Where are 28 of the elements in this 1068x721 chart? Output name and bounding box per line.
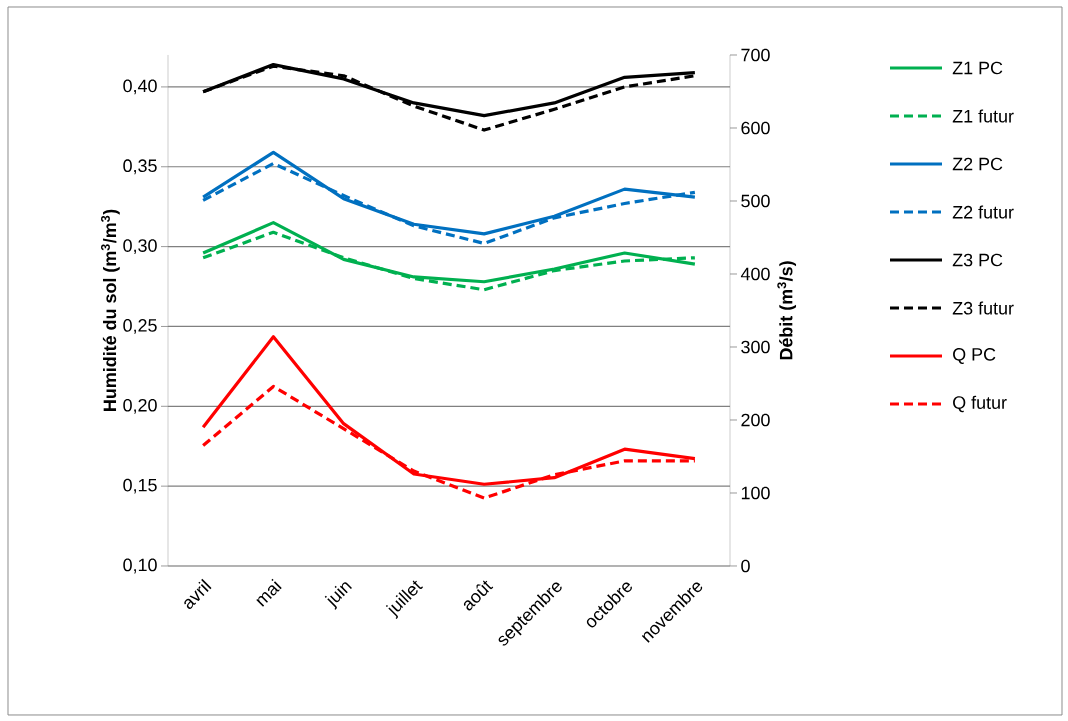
y-tick-label: 0,15	[123, 478, 157, 494]
legend-label: Z1 futur	[952, 109, 1014, 123]
y2-tick-label: 100	[741, 486, 770, 500]
y2-tick-label: 400	[740, 267, 770, 281]
y2-tick-label: 500	[741, 194, 770, 208]
legend-label: Z3 futur	[952, 301, 1014, 315]
legend-label: Z2 PC	[952, 157, 1003, 171]
legend-label: Q PC	[953, 348, 996, 364]
y-tick-label: 0,30	[123, 239, 157, 255]
y2-tick-label: 0	[741, 559, 750, 573]
legend-label: Q futur	[953, 395, 1007, 413]
y2-tick-label: 200	[741, 413, 770, 427]
legend-label: Z2 futur	[952, 205, 1014, 219]
y2-tick-label: 600	[741, 121, 770, 135]
y2-tick-label: 700	[741, 48, 770, 62]
y-tick-label: 0,10	[123, 558, 157, 574]
legend-label: Z3 PC	[952, 253, 1003, 267]
x-tick-label: juin	[324, 582, 352, 610]
y2-tick-label: 300	[741, 340, 770, 354]
y2-axis-title: Débit (m$^{3}$/s)	[777, 261, 797, 360]
y-tick-label: 0,40	[123, 79, 157, 95]
y-axis-title: Humidité du sol (m$^{3}$/m$^{3}$)	[101, 209, 120, 411]
y-tick-label: 0,20	[123, 398, 157, 414]
x-tick-label: avril	[184, 578, 212, 609]
y-tick-label: 0,35	[123, 159, 157, 175]
y-tick-label: 0,25	[123, 319, 157, 334]
x-tick-label: mai	[256, 578, 282, 607]
legend-label: Z1 PC	[952, 61, 1003, 75]
